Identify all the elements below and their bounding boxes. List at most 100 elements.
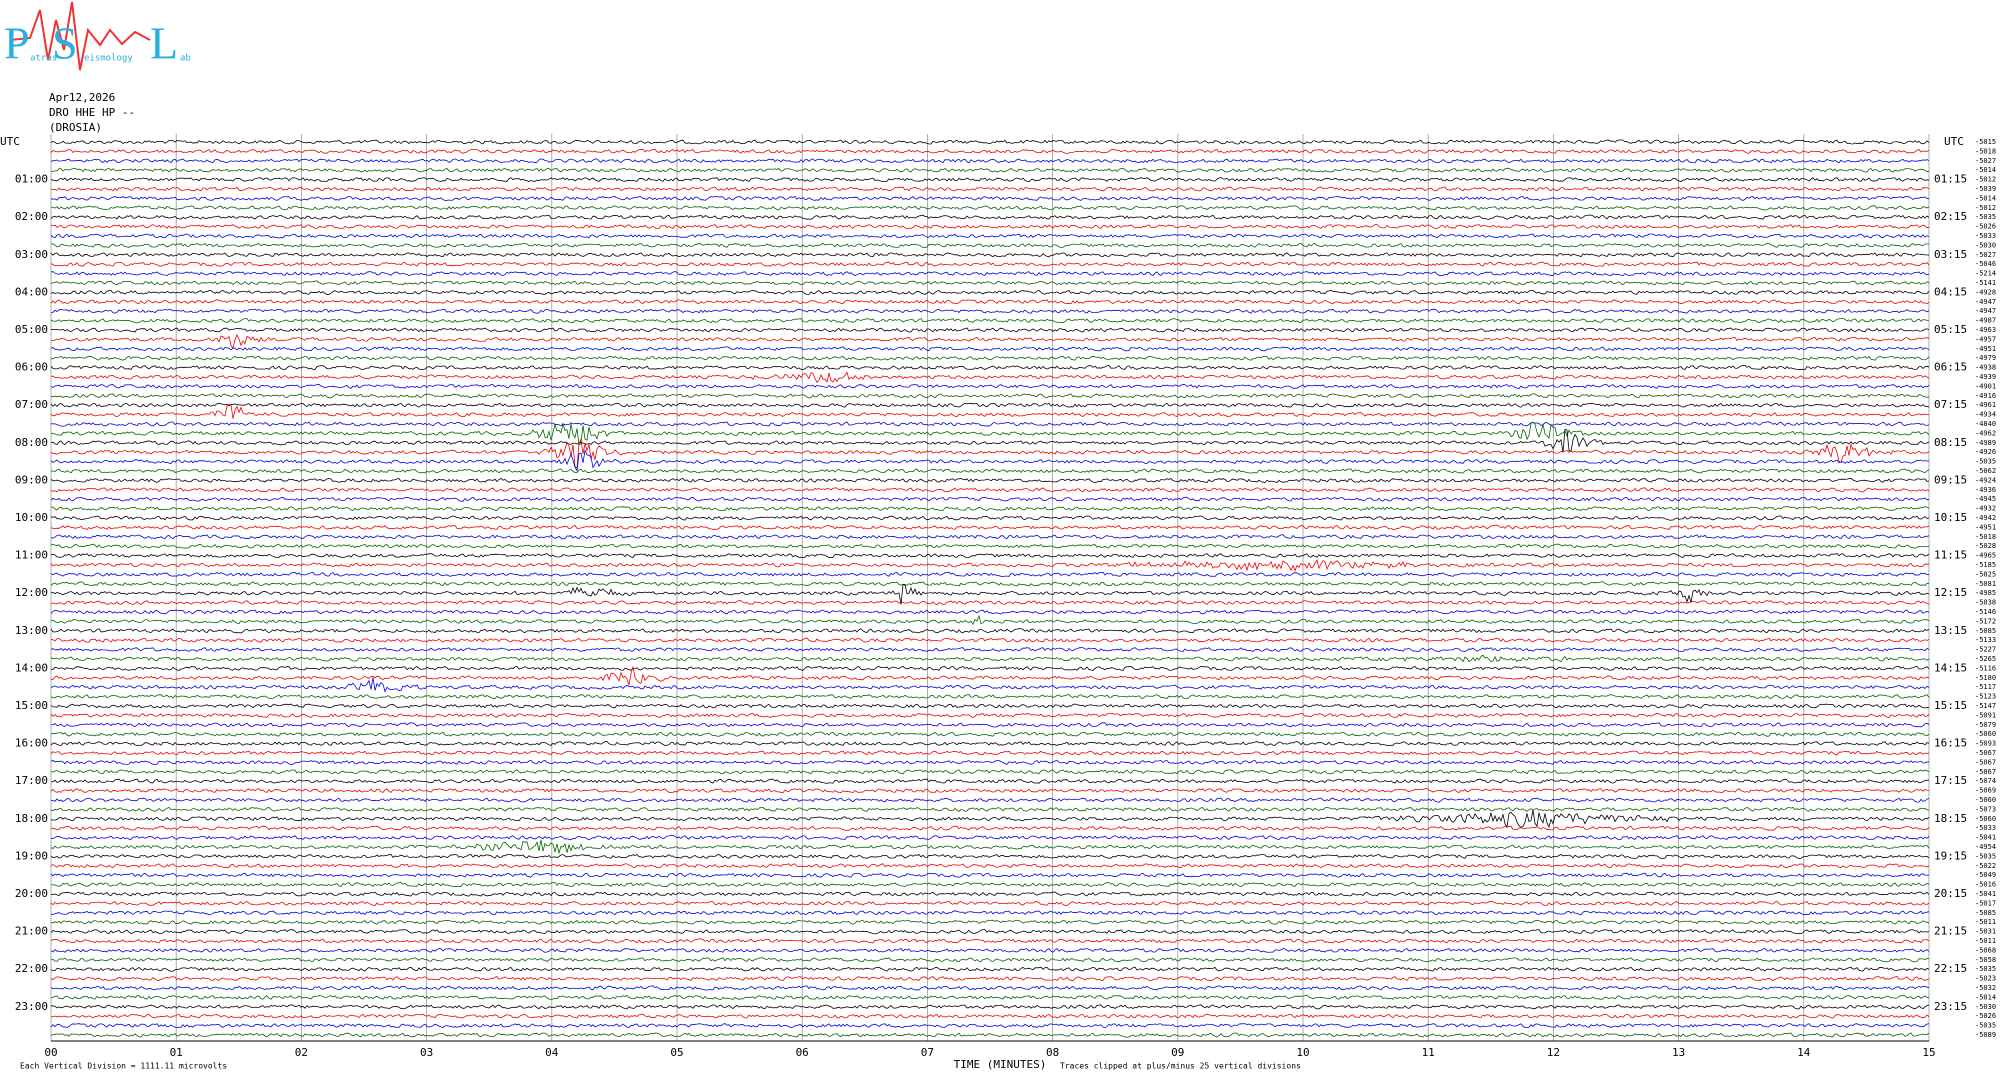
hour-label: 06:15 (1934, 361, 1967, 374)
trace (50, 750, 1930, 756)
logo: P S L atras eismology ab (4, 1, 191, 71)
trace (50, 976, 1930, 982)
hour-label: 23:15 (1934, 1000, 1967, 1013)
trace (50, 628, 1930, 634)
offset-label: -5018 (1975, 533, 1996, 541)
x-tick-label: 06 (796, 1046, 809, 1059)
offset-label: -5038 (1975, 599, 1996, 607)
trace (50, 929, 1930, 935)
offset-label: -5091 (1975, 711, 1996, 719)
trace (50, 583, 1930, 605)
trace (50, 806, 1930, 812)
trace (50, 966, 1930, 972)
offset-label: -5023 (1975, 975, 1996, 983)
station: (DROSIA) (49, 121, 102, 134)
trace (50, 383, 1930, 389)
offset-label: -5067 (1975, 768, 1996, 776)
offset-label: -5265 (1975, 655, 1996, 663)
hour-label: 02:15 (1934, 210, 1967, 223)
hour-label: 09:00 (15, 473, 48, 486)
trace (50, 863, 1930, 869)
offset-label: -5016 (1975, 881, 1996, 889)
trace (50, 524, 1930, 530)
offset-label: -4938 (1975, 364, 1996, 372)
date: Apr12,2026 (49, 91, 115, 104)
trace (50, 1023, 1930, 1029)
offset-label: -5032 (1975, 984, 1996, 992)
trace (50, 666, 1930, 686)
hour-label: 22:15 (1934, 962, 1967, 975)
trace (50, 449, 1930, 472)
offset-label: -5035 (1975, 213, 1996, 221)
x-tick-label: 13 (1672, 1046, 1685, 1059)
offset-label: -4947 (1975, 298, 1996, 306)
x-tick-label: 04 (545, 1046, 559, 1059)
hour-label: 12:00 (15, 586, 48, 599)
trace (50, 393, 1930, 399)
hour-label: 11:15 (1934, 549, 1967, 562)
hour-label: 18:15 (1934, 812, 1967, 825)
trace (50, 252, 1930, 258)
offset-label: -5027 (1975, 157, 1996, 165)
trace (50, 468, 1930, 474)
trace (50, 712, 1930, 718)
offset-label: -5074 (1975, 777, 1996, 785)
trace (50, 910, 1930, 916)
trace (50, 364, 1930, 371)
offset-label: -4942 (1975, 514, 1996, 522)
trace (50, 703, 1930, 709)
offset-label: -5067 (1975, 758, 1996, 766)
trace (50, 731, 1930, 737)
trace (50, 158, 1930, 164)
hour-label: 04:15 (1934, 285, 1967, 298)
trace (50, 271, 1930, 277)
x-tick-label: 03 (420, 1046, 433, 1059)
hour-label: 01:00 (15, 173, 48, 186)
offset-label: -5060 (1975, 796, 1996, 804)
hour-label: 07:15 (1934, 398, 1967, 411)
offset-label: -4962 (1975, 429, 1996, 437)
offset-label: -5058 (1975, 956, 1996, 964)
trace (50, 506, 1930, 512)
x-tick-label: 02 (295, 1046, 308, 1059)
offset-label: -4926 (1975, 448, 1996, 456)
hour-label: 05:15 (1934, 323, 1967, 336)
trace (50, 637, 1930, 643)
offset-label: -4987 (1975, 317, 1996, 325)
trace (50, 402, 1930, 408)
hour-label: 13:15 (1934, 624, 1967, 637)
offset-label: -5085 (1975, 627, 1996, 635)
x-tick-label: 07 (921, 1046, 934, 1059)
hour-label: 08:00 (15, 436, 48, 449)
trace (50, 919, 1930, 925)
trace (50, 428, 1930, 453)
trace (50, 722, 1930, 728)
logo-letter: L (150, 18, 178, 69)
offset-label: -4979 (1975, 354, 1996, 362)
trace (50, 581, 1930, 587)
offset-label: -5035 (1975, 965, 1996, 973)
trace (50, 496, 1930, 502)
hour-label: 16:15 (1934, 737, 1967, 750)
x-axis-title: TIME (MINUTES) (954, 1058, 1047, 1071)
trace (50, 769, 1930, 775)
trace (50, 515, 1930, 521)
trace (50, 195, 1930, 201)
hour-label: 10:15 (1934, 511, 1967, 524)
trace (50, 741, 1930, 747)
trace (50, 891, 1930, 897)
left-axis-title: UTC (0, 135, 20, 148)
trace (50, 421, 1930, 446)
offset-label: -5035 (1975, 1022, 1996, 1030)
hour-label: 19:00 (15, 849, 48, 862)
offset-label: -5022 (1975, 862, 1996, 870)
trace (50, 308, 1930, 314)
offset-label: -5060 (1975, 730, 1996, 738)
offset-label: -4901 (1975, 382, 1996, 390)
offset-label: -5027 (1975, 251, 1996, 259)
offset-label: -5026 (1975, 1012, 1996, 1020)
hour-label: 08:15 (1934, 436, 1967, 449)
offset-label: -4947 (1975, 307, 1996, 315)
hour-label: 02:00 (15, 210, 48, 223)
